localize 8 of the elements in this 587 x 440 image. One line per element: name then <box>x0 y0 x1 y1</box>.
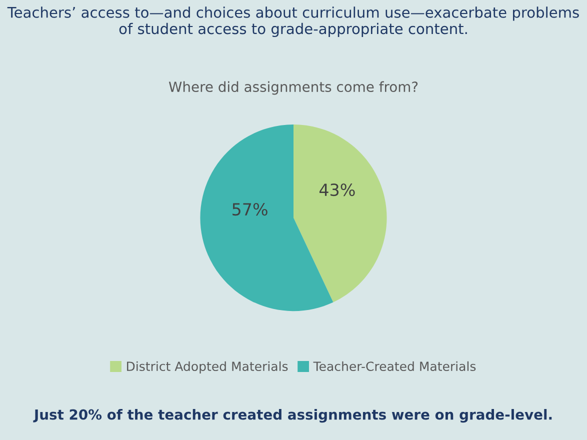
chart-title: Teachers’ access to—and choices about curriculum use—exacerbate problems of student access to grade-appropriate content. <box>7 6 579 38</box>
text: Just 20% of the teacher created assignments were on grade-level. <box>33 409 552 423</box>
data-label: 57% <box>232 203 268 216</box>
data-label: 43% <box>319 183 355 196</box>
pie-slice <box>294 124 387 302</box>
chart-subtitle: Where did assignments come from? <box>168 81 418 95</box>
legend-label: District Adopted Materials <box>127 361 288 374</box>
legend-label: Teacher-Created Materials <box>313 361 476 372</box>
